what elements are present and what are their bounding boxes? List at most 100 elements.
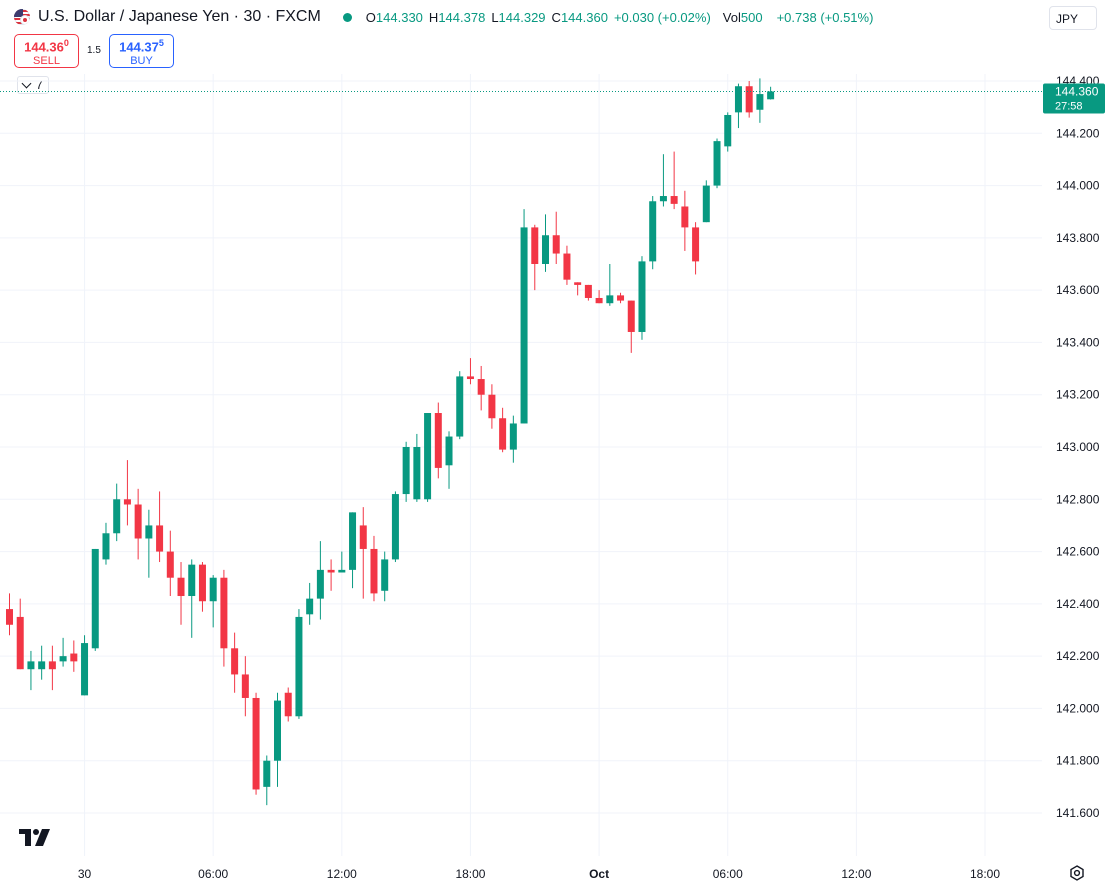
price-tick-label: 141.600 <box>1056 806 1100 820</box>
candle-down <box>327 569 335 573</box>
price-tick-label: 143.000 <box>1056 440 1100 454</box>
candle-down <box>745 86 753 113</box>
ohlc-key: H <box>428 9 439 25</box>
price-tick-label: 144.200 <box>1056 126 1100 140</box>
candle-up <box>413 447 421 500</box>
candle-down <box>241 674 249 698</box>
candle-down <box>627 300 635 332</box>
candle-up <box>734 86 742 113</box>
candle-up <box>81 643 89 696</box>
usd-jpy-flag-icon <box>14 9 30 25</box>
price-tick-label: 142.400 <box>1056 597 1100 611</box>
candle-up <box>316 569 324 599</box>
candle-down <box>6 609 13 625</box>
time-tick-label: 30 <box>78 867 92 881</box>
volume-key: Vol <box>722 9 741 25</box>
price-tick-label: 143.800 <box>1056 231 1100 245</box>
price-tick-label: 142.600 <box>1056 545 1100 559</box>
candle-up <box>542 235 549 264</box>
symbol-title[interactable]: U.S. Dollar / Japanese Yen · 30 · FXCM <box>38 8 321 25</box>
candle-down <box>595 297 603 304</box>
candle-up <box>702 185 710 223</box>
ohlc-value: 144.330 <box>375 9 423 25</box>
candles <box>6 78 775 806</box>
candle-down <box>499 418 507 450</box>
price-tick-label: 143.200 <box>1056 388 1100 402</box>
time-tick-label: 06:00 <box>713 867 743 881</box>
candle-down <box>466 376 474 380</box>
candle-up <box>102 533 110 560</box>
candle-up <box>295 616 303 717</box>
candle-down <box>552 235 560 254</box>
candle-up <box>456 376 464 437</box>
candle-down <box>563 253 571 280</box>
bar-countdown-label: 27:58 <box>1055 100 1083 112</box>
price-axis[interactable]: 141.600 141.800 142.000 142.200 142.400 142.6… <box>1056 74 1100 820</box>
candle-down <box>670 196 678 204</box>
gear-icon[interactable] <box>1068 864 1086 882</box>
candle-up <box>188 564 196 597</box>
time-axis[interactable]: 30 06:00 12:00 18:00 Oct 06:00 12:00 18:00 <box>78 867 1000 881</box>
candle-up <box>209 577 217 602</box>
symbol-legend[interactable]: U.S. Dollar / Japanese Yen · 30 · FXCM O… <box>14 8 873 26</box>
candle-down <box>220 577 228 649</box>
candle-down <box>177 577 185 597</box>
candle-up <box>349 512 357 570</box>
price-tick-label: 142.800 <box>1056 492 1100 506</box>
volume-value: 500 <box>740 9 763 25</box>
candle-up <box>27 661 35 670</box>
buy-button[interactable]: 144.375 BUY <box>109 34 174 68</box>
tradingview-logo-icon[interactable] <box>19 829 50 851</box>
candle-down <box>370 548 378 594</box>
candle-down <box>156 525 164 552</box>
candle-up <box>724 114 732 147</box>
candle-up <box>391 494 399 560</box>
candle-up <box>113 499 121 534</box>
candle-down <box>198 564 206 602</box>
time-tick-label: 12:00 <box>841 867 871 881</box>
candle-up <box>274 700 281 761</box>
candle-down <box>692 227 700 262</box>
market-open-status-icon <box>342 12 352 22</box>
candle-up <box>520 227 528 424</box>
sell-price: 144.360 <box>24 38 69 55</box>
currency-button[interactable]: JPY <box>1049 6 1097 30</box>
price-tick-label: 142.000 <box>1056 701 1100 715</box>
candle-up <box>402 447 410 495</box>
last-price-label: 144.360 <box>1055 84 1099 98</box>
price-tick-label: 141.800 <box>1056 754 1100 768</box>
time-tick-label: 18:00 <box>455 867 485 881</box>
time-tick-label: 18:00 <box>970 867 1000 881</box>
ohlc-key: L <box>491 9 499 25</box>
ohlc-key: C <box>551 9 561 25</box>
candle-down <box>166 551 174 578</box>
candle-down <box>359 525 367 549</box>
indicator-count: 7 <box>36 78 43 92</box>
candle-up <box>638 261 646 332</box>
price-tick-label: 143.600 <box>1056 283 1100 297</box>
ohlc-key: O <box>365 9 376 25</box>
candle-up <box>659 196 667 202</box>
candle-down <box>488 394 496 419</box>
change-value: +0.030 (+0.02%) <box>613 9 711 25</box>
sell-label: SELL <box>33 55 60 68</box>
price-tick-label: 143.400 <box>1056 335 1100 349</box>
sell-button[interactable]: 144.360 SELL <box>14 34 79 68</box>
candle-up <box>713 141 721 186</box>
candle-up <box>767 91 775 100</box>
ohlc-value: 144.360 <box>560 9 608 25</box>
candle-down <box>231 648 239 675</box>
ohlc-value: 144.378 <box>438 9 486 25</box>
buy-price: 144.375 <box>119 38 164 55</box>
candle-down <box>70 653 78 662</box>
candle-down <box>134 504 142 539</box>
ohlc-value: 144.329 <box>498 9 546 25</box>
candle-up <box>91 548 99 649</box>
candle-up <box>38 661 46 670</box>
candle-up <box>649 201 657 262</box>
candle-up <box>145 525 153 539</box>
buy-label: BUY <box>130 55 153 68</box>
price-tick-label: 144.000 <box>1056 179 1100 193</box>
candle-up <box>59 656 67 662</box>
